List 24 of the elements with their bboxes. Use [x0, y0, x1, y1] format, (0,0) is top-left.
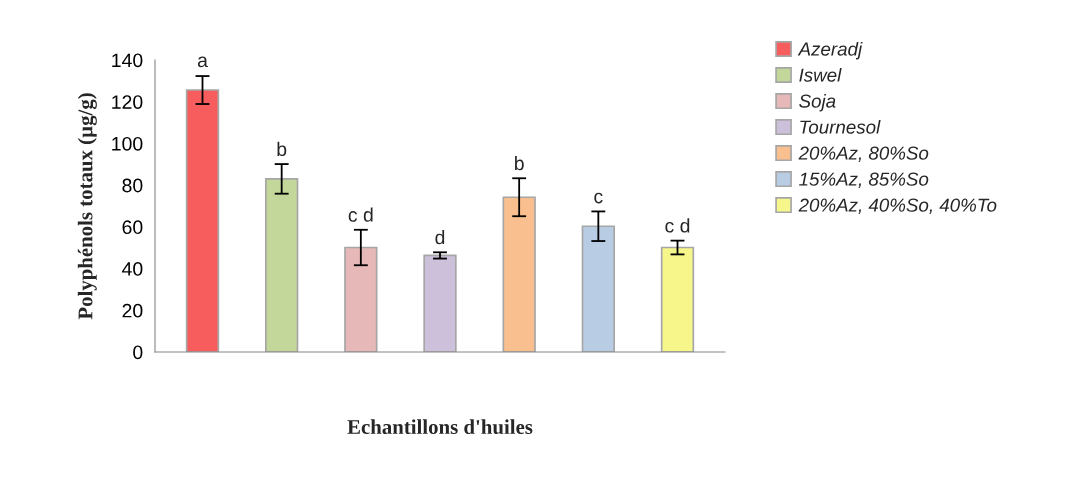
- y-tick-label: 100: [112, 136, 143, 151]
- legend-label: 15%Az, 85%So: [799, 172, 929, 188]
- y-tick-label: 0: [133, 345, 143, 360]
- y-tick-label: 60: [122, 220, 143, 235]
- annotation: a: [197, 56, 208, 68]
- annotation: c d: [348, 207, 373, 222]
- x-axis-title: Echantillons d'huiles: [347, 419, 533, 435]
- y-tick-label: 40: [122, 262, 143, 276]
- annotation: c d: [665, 218, 690, 233]
- y-tick-label: 80: [122, 178, 143, 193]
- annotation: d: [435, 230, 445, 245]
- y-tick-label: 120: [112, 95, 143, 109]
- legend-label: 20%Az, 80%So: [798, 146, 929, 162]
- y-tick-label: 140: [112, 53, 143, 68]
- legend-label: Azeradj: [797, 41, 863, 60]
- legend-label: Tournesol: [800, 119, 881, 134]
- annotation: b: [277, 141, 287, 157]
- annotation: b: [515, 155, 524, 171]
- legend-label: Iswel: [799, 67, 842, 82]
- legend-label: 20%Az, 40%So, 40%To: [798, 198, 997, 215]
- y-tick-label: 20: [122, 303, 143, 318]
- annotation: c: [594, 192, 603, 204]
- y-axis-title: Polyphénols totaux (µg/g): [77, 93, 97, 320]
- legend-label: Soja: [799, 93, 836, 112]
